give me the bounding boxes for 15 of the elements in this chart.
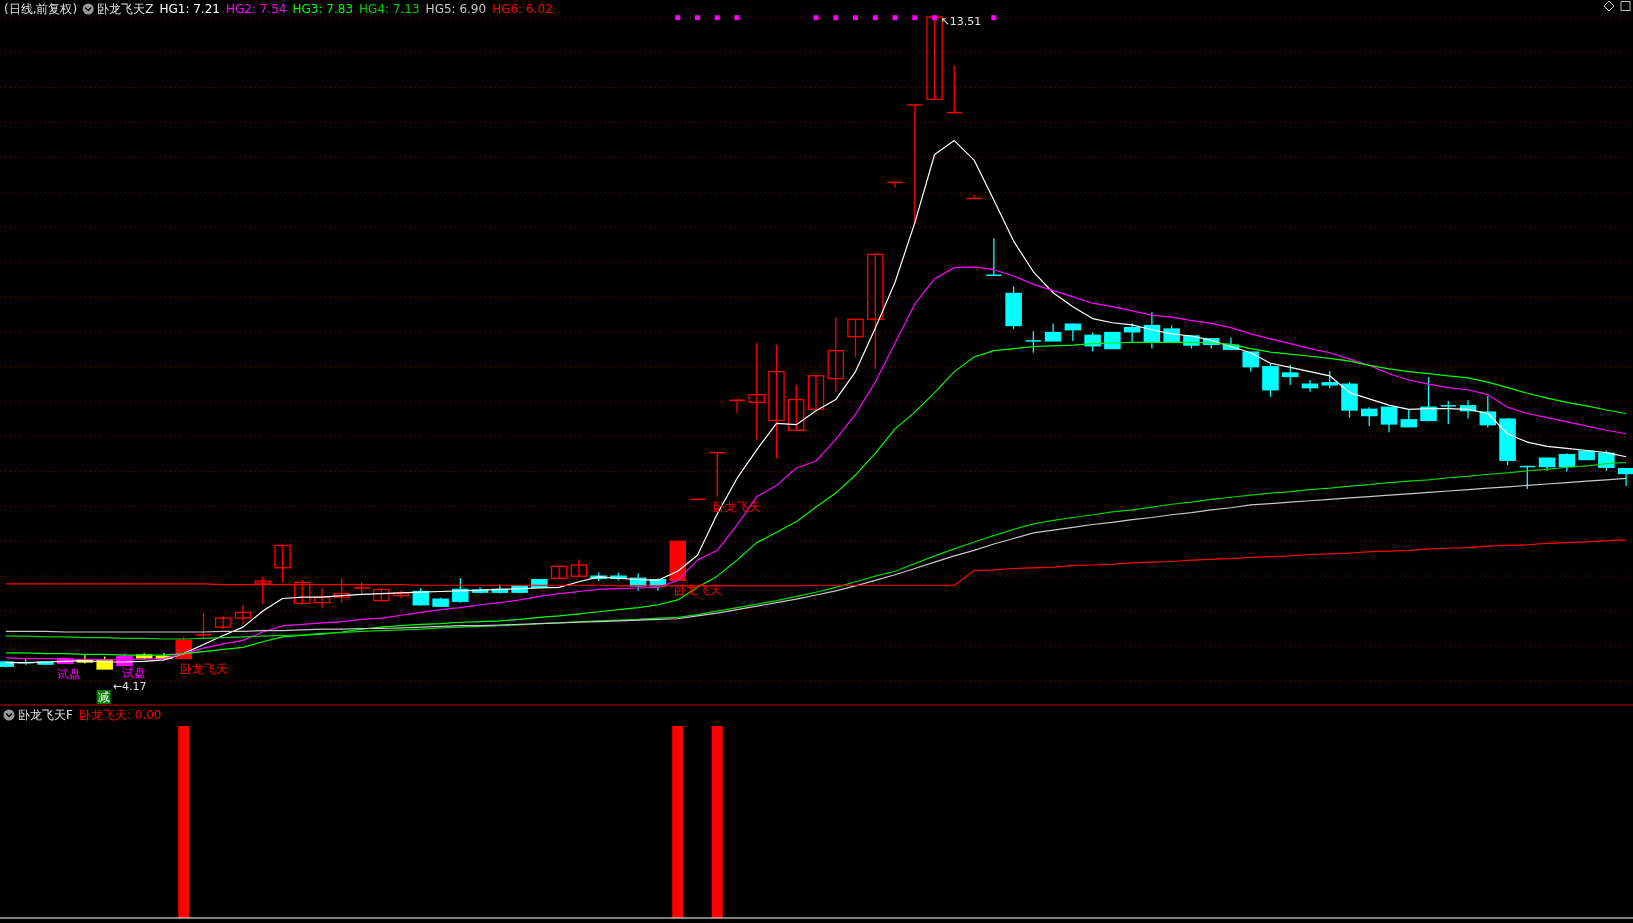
text: HG3: 7.83 — [292, 2, 354, 16]
chart-title: 卧龙飞天F — [18, 708, 73, 722]
text: HG5: 6.90 — [425, 2, 487, 16]
annotation: ←4.17 — [112, 680, 147, 693]
annotation: 试盘 — [122, 666, 147, 681]
chart-title: 卧龙飞天Z — [97, 2, 154, 16]
text: HG1: 7.21 — [159, 2, 220, 16]
text: HG4: 7.13 — [359, 2, 420, 16]
annotation: 卧龙飞天 — [179, 661, 228, 676]
series-label: 卧龙飞天: 0.00 — [78, 708, 162, 722]
text: 减 — [97, 690, 110, 704]
text: HG2: 7.54 — [225, 2, 287, 16]
text: HG6: 6.02 — [492, 2, 553, 16]
chart-subtitle: (日线,前复权) — [4, 2, 78, 16]
annotation: 试盘 — [57, 667, 82, 682]
